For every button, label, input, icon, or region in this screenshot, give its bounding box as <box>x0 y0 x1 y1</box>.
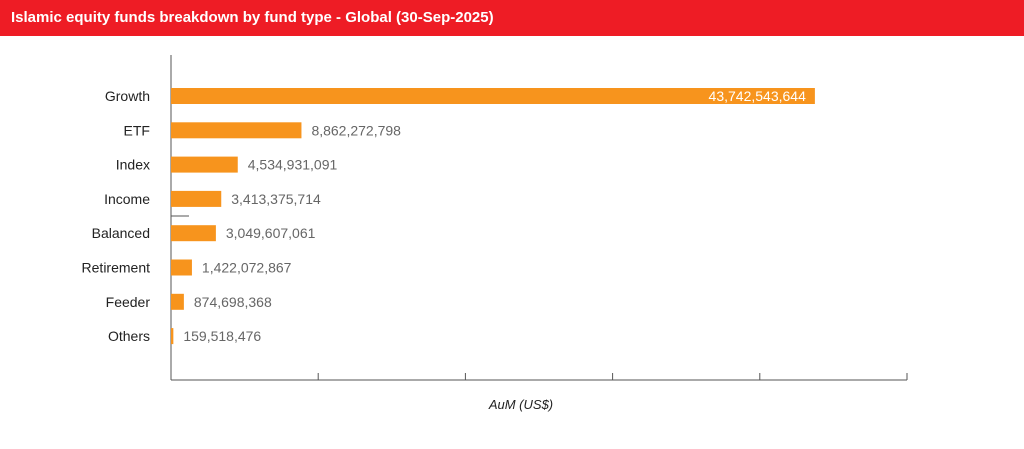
category-label-income: Income <box>104 191 150 207</box>
bar-index <box>171 156 238 173</box>
value-label-others: 159,518,476 <box>183 328 261 344</box>
bar-balanced <box>171 225 216 242</box>
category-label-others: Others <box>108 328 150 344</box>
value-label-retirement: 1,422,072,867 <box>202 260 292 276</box>
category-label-etf: ETF <box>124 122 150 138</box>
x-axis-title: AuM (US$) <box>488 397 553 412</box>
category-label-balanced: Balanced <box>92 225 150 241</box>
chart-labels: Growth 43,742,543,644 ETF 8,862,272,798 Inde… <box>82 88 807 344</box>
value-label-growth: 43,742,543,644 <box>709 88 807 104</box>
chart-bars <box>171 88 815 345</box>
bar-retirement <box>171 259 192 276</box>
value-label-feeder: 874,698,368 <box>194 294 272 310</box>
value-label-balanced: 3,049,607,061 <box>226 225 316 241</box>
bar-growth <box>171 88 815 104</box>
value-label-income: 3,413,375,714 <box>231 191 321 207</box>
bar-etf <box>171 122 302 139</box>
category-label-index: Index <box>116 157 150 173</box>
value-label-etf: 8,862,272,798 <box>311 122 401 138</box>
title-bar: Islamic equity funds breakdown by fund t… <box>0 0 1024 36</box>
bar-feeder <box>171 293 184 310</box>
chart-axes <box>170 55 908 381</box>
value-label-index: 4,534,931,091 <box>248 157 338 173</box>
category-label-feeder: Feeder <box>106 294 151 310</box>
chart-title: Islamic equity funds breakdown by fund t… <box>11 9 494 26</box>
category-label-growth: Growth <box>105 88 150 104</box>
bar-others <box>171 328 174 345</box>
bar-income <box>171 190 222 207</box>
category-label-retirement: Retirement <box>82 260 151 276</box>
